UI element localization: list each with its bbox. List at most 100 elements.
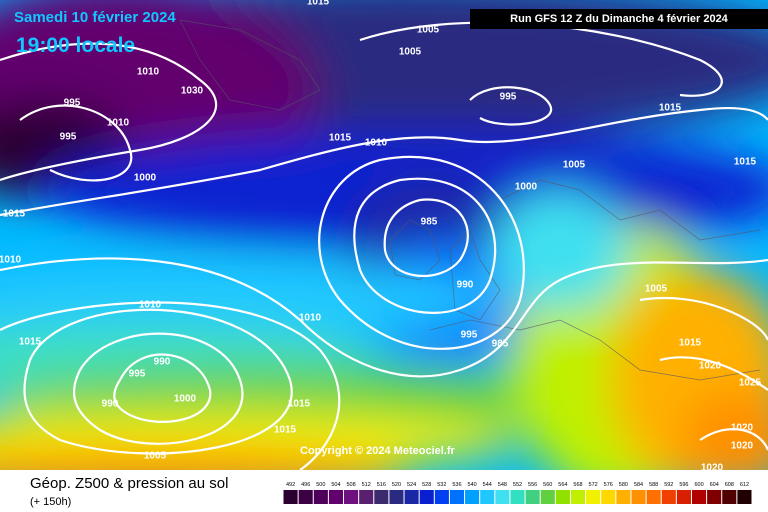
scale-swatch [404, 490, 419, 504]
isobar-label: 1010 [299, 313, 322, 324]
scale-swatch [570, 490, 586, 504]
scale-swatch [510, 490, 525, 504]
scale-label: 540 [468, 482, 477, 488]
scale-swatch [586, 490, 601, 504]
scale-swatch [298, 490, 313, 504]
scale-swatch [616, 490, 631, 504]
scale-swatch [525, 490, 540, 504]
scale-label: 572 [589, 482, 598, 488]
scale-label: 568 [573, 482, 582, 488]
isobar-labels: 1015 1005 1005 1010 1030 995 1010 995 1000 1015 10… [0, 0, 762, 474]
isobar-label: 985 [492, 339, 509, 350]
isobar-label: 1000 [134, 173, 157, 184]
isobar-label: 1020 [701, 463, 724, 474]
isobar-label: 1000 [515, 182, 538, 193]
isobar-label: 1015 [307, 0, 330, 8]
scale-label: 544 [483, 482, 492, 488]
isobar-label: 1015 [274, 425, 297, 436]
isobar-label: 995 [500, 92, 517, 103]
color-scale: 492 496 500 504 508 512 516 520 524 528 532 536 540 5… [283, 482, 752, 504]
scale-swatch [389, 490, 404, 504]
scale-swatch [283, 490, 298, 504]
scale-swatch [691, 490, 707, 504]
scale-swatch [480, 490, 495, 504]
run-info: Run GFS 12 Z du Dimanche 4 février 2024 [510, 13, 729, 25]
isobar-label: 995 [64, 98, 81, 109]
scale-label: 560 [543, 482, 552, 488]
scale-swatch [555, 490, 570, 504]
scale-label: 508 [346, 482, 355, 488]
isobar-label: 1015 [659, 103, 682, 114]
scale-swatch [631, 490, 646, 504]
isobar-label: 995 [60, 132, 77, 143]
scale-swatch [465, 490, 480, 504]
isobar-label: 1000 [174, 394, 197, 405]
footer-title: Géop. Z500 & pression au sol [30, 475, 228, 492]
scale-label: 524 [407, 482, 416, 488]
isobar-label: 1015 [19, 337, 42, 348]
scale-swatch [313, 490, 328, 504]
forecast-lead: (+ 150h) [30, 496, 71, 508]
scale-swatch [646, 490, 661, 504]
scale-label: 576 [604, 482, 613, 488]
scale-swatch [434, 490, 449, 504]
isobar-label: 1005 [417, 25, 440, 36]
isobar-label: 995 [129, 369, 146, 380]
valid-date: Samedi 10 février 2024 [14, 9, 176, 26]
isobar-label: 1015 [288, 399, 311, 410]
isobar-label: 1010 [139, 300, 162, 311]
isobar-label: 1005 [563, 160, 586, 171]
scale-label: 492 [286, 482, 295, 488]
isobar-label: 1020 [731, 441, 754, 452]
isobar-label: 1015 [3, 209, 26, 220]
scale-swatch [601, 490, 616, 504]
scale-swatch [359, 490, 374, 504]
scale-label: 584 [634, 482, 643, 488]
scale-swatch [328, 490, 344, 504]
scale-label: 500 [316, 482, 325, 488]
field [0, 0, 768, 470]
isobar-label: 985 [421, 217, 438, 228]
isobar-label: 1005 [144, 451, 167, 462]
copyright: Copyright © 2024 Meteociel.fr [300, 445, 456, 457]
scale-label: 548 [498, 482, 507, 488]
valid-time: 19:00 locale [16, 34, 135, 57]
scale-swatch [419, 490, 434, 504]
isobar-label: 1030 [181, 86, 204, 97]
isobar-label: 1010 [137, 67, 160, 78]
scale-swatch [722, 490, 737, 504]
isobar-label: 1005 [399, 47, 422, 58]
isobars [0, 21, 768, 470]
scale-label: 608 [725, 482, 734, 488]
isobar-label: 1010 [107, 118, 130, 129]
isobar-label: 1020 [699, 361, 722, 372]
isobar-label: 1010 [365, 138, 388, 149]
scale-label: 512 [362, 482, 371, 488]
scale-label: 536 [452, 482, 461, 488]
scale-swatch [540, 490, 555, 504]
isobar-label: 1015 [329, 133, 352, 144]
isobar-label: 1020 [731, 423, 754, 434]
scale-label: 564 [558, 482, 567, 488]
coastlines [179, 19, 761, 381]
scale-swatch [344, 490, 359, 504]
isobar-label: 990 [154, 357, 171, 368]
scale-label: 604 [710, 482, 719, 488]
isobar-label: 1025 [739, 378, 762, 389]
isobar-label: 1015 [679, 338, 702, 349]
isobar-label: 990 [102, 399, 119, 410]
run-box [470, 9, 768, 29]
scale-swatch [737, 490, 752, 504]
isobar-label: 1015 [734, 157, 757, 168]
scale-label: 528 [422, 482, 431, 488]
scale-label: 552 [513, 482, 522, 488]
scale-label: 580 [619, 482, 628, 488]
scale-swatch [495, 490, 510, 504]
scale-swatch [707, 490, 722, 504]
isobar-label: 995 [461, 330, 478, 341]
scale-label: 520 [392, 482, 401, 488]
scale-label: 600 [694, 482, 703, 488]
scale-label: 612 [740, 482, 749, 488]
scale-swatch [449, 490, 465, 504]
